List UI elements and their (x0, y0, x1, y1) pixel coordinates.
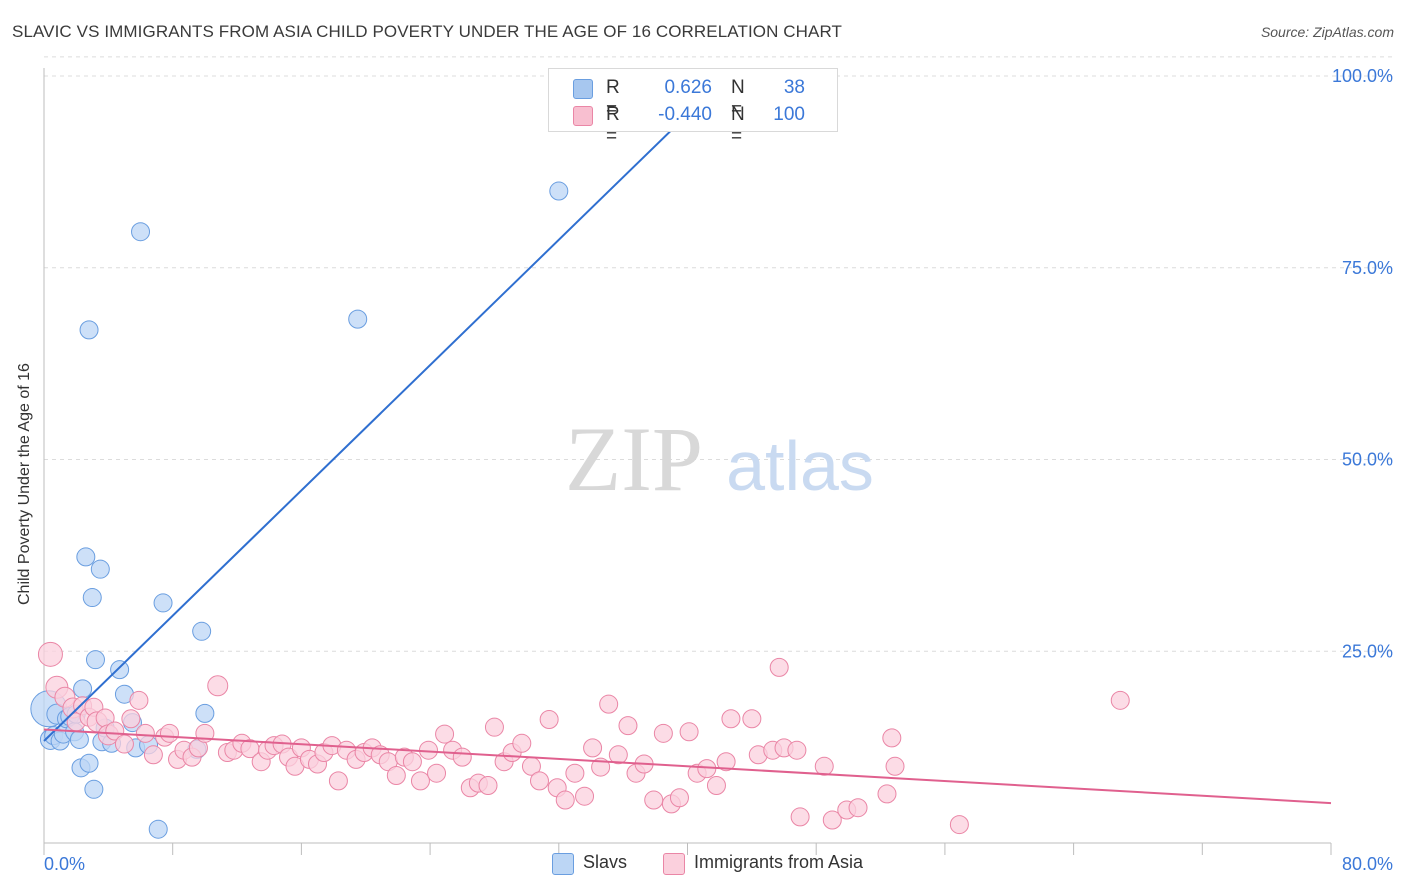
point-immigrants-asia (1110, 690, 1130, 710)
point-immigrants-asia (885, 756, 905, 776)
point-immigrants-asia (790, 807, 810, 827)
legend-n-label: N = (731, 104, 745, 147)
legend-r-value: 0.626 (664, 77, 712, 98)
point-immigrants-asia (599, 694, 619, 714)
point-immigrants-asia (653, 723, 673, 743)
point-immigrants-asia (427, 763, 447, 783)
scatter-points (30, 181, 1130, 839)
point-immigrants-asia (159, 723, 179, 743)
legend-r-label: R = (606, 104, 620, 147)
point-immigrants-asia (37, 641, 63, 667)
point-immigrants-asia (787, 740, 807, 760)
legend-n-label: N = (731, 77, 745, 120)
trend-lines (43, 105, 1332, 805)
grid-lines (44, 56, 1392, 652)
point-immigrants-asia (512, 733, 532, 753)
source-label: Source: ZipAtlas.com (1260, 24, 1394, 40)
trend-line-slavs (43, 105, 697, 742)
tick-labels: 25.0% 50.0% 75.0% 100.0% 0.0% 80.0% (44, 66, 1393, 874)
point-immigrants-asia (565, 763, 585, 783)
point-immigrants-asia (814, 756, 834, 776)
bottom-legend-label-slavs: Slavs (583, 852, 628, 872)
point-immigrants-asia (618, 716, 638, 736)
point-immigrants-asia (742, 709, 762, 729)
point-immigrants-asia (848, 798, 868, 818)
point-slavs (79, 320, 99, 340)
point-slavs (110, 660, 130, 680)
legend-swatch-asia (573, 106, 593, 126)
point-immigrants-asia (882, 728, 902, 748)
y-tick-label: 25.0% (1342, 641, 1393, 661)
point-immigrants-asia (608, 745, 628, 765)
point-slavs (192, 621, 212, 641)
y-tick-label: 75.0% (1342, 258, 1393, 278)
point-immigrants-asia (539, 710, 559, 730)
point-immigrants-asia (555, 790, 575, 810)
point-immigrants-asia (435, 724, 455, 744)
point-immigrants-asia (644, 790, 664, 810)
legend-r-label: R = (606, 77, 620, 120)
trend-line-immigrants-asia (43, 728, 1332, 805)
point-immigrants-asia (105, 721, 125, 741)
y-tick-label: 50.0% (1342, 450, 1393, 470)
point-slavs (90, 559, 110, 579)
point-immigrants-asia (328, 771, 348, 791)
point-immigrants-asia (452, 747, 472, 767)
point-immigrants-asia (669, 788, 689, 808)
point-slavs (73, 679, 93, 699)
point-slavs (195, 703, 215, 723)
point-immigrants-asia (822, 810, 842, 830)
x-tick-label: 0.0% (44, 854, 85, 874)
point-slavs (82, 588, 102, 608)
legend-n-value: 38 (783, 77, 805, 98)
point-immigrants-asia (410, 771, 430, 791)
correlation-legend: R = 0.626 N = 38 R = -0.440 N = 100 (548, 68, 838, 147)
bottom-legend-label-asia: Immigrants from Asia (694, 852, 864, 872)
point-slavs (85, 650, 105, 670)
point-immigrants-asia (529, 771, 549, 791)
y-axis-label: Child Poverty Under the Age of 16 (16, 363, 33, 605)
point-immigrants-asia (478, 775, 498, 795)
point-immigrants-asia (402, 752, 422, 772)
point-immigrants-asia (769, 657, 789, 677)
point-slavs (153, 593, 173, 613)
point-slavs (76, 547, 96, 567)
watermark: ZIP atlas (565, 408, 874, 510)
x-tick-label: 80.0% (1342, 854, 1393, 874)
point-slavs (549, 181, 569, 201)
legend-r-value: -0.440 (658, 104, 712, 125)
chart-title: SLAVIC VS IMMIGRANTS FROM ASIA CHILD POV… (12, 22, 843, 41)
point-immigrants-asia (143, 745, 163, 765)
point-immigrants-asia (679, 722, 699, 742)
point-slavs (348, 309, 368, 329)
watermark-atlas: atlas (726, 427, 874, 505)
bottom-legend-swatch-slavs (552, 853, 574, 875)
point-immigrants-asia (121, 709, 141, 729)
point-immigrants-asia (129, 690, 149, 710)
point-immigrants-asia (949, 815, 969, 835)
point-immigrants-asia (716, 752, 736, 772)
bottom-legend-swatch-asia (663, 853, 685, 875)
legend-n-value: 100 (773, 104, 805, 125)
point-immigrants-asia (484, 717, 504, 737)
point-immigrants-asia (135, 723, 155, 743)
point-immigrants-asia (386, 766, 406, 786)
point-immigrants-asia (877, 784, 897, 804)
point-slavs (148, 819, 168, 839)
point-slavs (79, 753, 99, 773)
y-tick-label: 100.0% (1332, 66, 1393, 86)
watermark-zip: ZIP (565, 408, 703, 510)
legend-swatch-slavs (573, 79, 593, 99)
point-slavs (131, 222, 151, 242)
point-immigrants-asia (583, 738, 603, 758)
point-immigrants-asia (706, 775, 726, 795)
point-immigrants-asia (721, 709, 741, 729)
point-slavs (84, 779, 104, 799)
point-immigrants-asia (575, 786, 595, 806)
point-slavs (69, 729, 89, 749)
point-immigrants-asia (207, 675, 229, 697)
point-immigrants-asia (114, 734, 134, 754)
